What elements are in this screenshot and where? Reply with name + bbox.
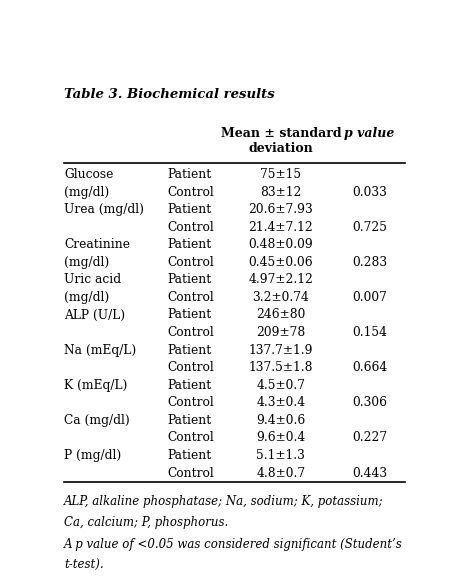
Text: Control: Control [167,185,214,198]
Text: 0.227: 0.227 [352,432,387,445]
Text: 0.725: 0.725 [352,221,387,233]
Text: 0.664: 0.664 [352,361,387,374]
Text: Control: Control [167,221,214,233]
Text: 137.5±1.8: 137.5±1.8 [249,361,313,374]
Text: 0.306: 0.306 [352,396,387,409]
Text: 21.4±7.12: 21.4±7.12 [249,221,313,233]
Text: Patient: Patient [167,308,212,322]
Text: Patient: Patient [167,414,212,427]
Text: 0.154: 0.154 [352,326,387,339]
Text: 9.6±0.4: 9.6±0.4 [256,432,305,445]
Text: Na (mEq/L): Na (mEq/L) [64,343,136,357]
Text: 137.7±1.9: 137.7±1.9 [249,343,313,357]
Text: 9.4±0.6: 9.4±0.6 [256,414,305,427]
Text: Control: Control [167,256,214,269]
Text: Control: Control [167,396,214,409]
Text: Uric acid: Uric acid [64,273,121,286]
Text: Control: Control [167,361,214,374]
Text: 4.97±2.12: 4.97±2.12 [248,273,313,286]
Text: ALP (U/L): ALP (U/L) [64,308,125,322]
Text: Mean ± standard
deviation: Mean ± standard deviation [221,126,341,154]
Text: K (mEq/L): K (mEq/L) [64,378,128,392]
Text: Control: Control [167,291,214,304]
Text: Patient: Patient [167,238,212,251]
Text: ALP, alkaline phosphatase; Na, sodium; K, potassium;: ALP, alkaline phosphatase; Na, sodium; K… [64,494,384,508]
Text: A p value of <0.05 was considered significant (Student’s: A p value of <0.05 was considered signif… [64,538,403,550]
Text: 246±80: 246±80 [256,308,305,322]
Text: 0.007: 0.007 [352,291,387,304]
Text: Patient: Patient [167,449,212,462]
Text: (mg/dl): (mg/dl) [64,185,109,198]
Text: Patient: Patient [167,378,212,392]
Text: 75±15: 75±15 [260,168,301,181]
Text: 3.2±0.74: 3.2±0.74 [252,291,309,304]
Text: 0.45±0.06: 0.45±0.06 [249,256,313,269]
Text: 0.033: 0.033 [352,185,387,198]
Text: Patient: Patient [167,168,212,181]
Text: Control: Control [167,326,214,339]
Text: 5.1±1.3: 5.1±1.3 [256,449,305,462]
Text: 83±12: 83±12 [260,185,301,198]
Text: 0.283: 0.283 [352,256,387,269]
Text: 0.48±0.09: 0.48±0.09 [249,238,313,251]
Text: 0.443: 0.443 [352,467,387,480]
Text: Patient: Patient [167,343,212,357]
Text: t-test).: t-test). [64,559,104,572]
Text: Urea (mg/dl): Urea (mg/dl) [64,203,144,216]
Text: 209±78: 209±78 [256,326,305,339]
Text: Table 3. Biochemical results: Table 3. Biochemical results [64,88,275,101]
Text: 4.5±0.7: 4.5±0.7 [256,378,305,392]
Text: Patient: Patient [167,203,212,216]
Text: Creatinine: Creatinine [64,238,131,251]
Text: Ca, calcium; P, phosphorus.: Ca, calcium; P, phosphorus. [64,516,229,529]
Text: (mg/dl): (mg/dl) [64,256,109,269]
Text: (mg/dl): (mg/dl) [64,291,109,304]
Text: P (mg/dl): P (mg/dl) [64,449,122,462]
Text: Control: Control [167,432,214,445]
Text: 4.3±0.4: 4.3±0.4 [256,396,305,409]
Text: 20.6±7.93: 20.6±7.93 [249,203,313,216]
Text: Ca (mg/dl): Ca (mg/dl) [64,414,130,427]
Text: p value: p value [344,126,395,139]
Text: Control: Control [167,467,214,480]
Text: 4.8±0.7: 4.8±0.7 [256,467,305,480]
Text: Patient: Patient [167,273,212,286]
Text: Glucose: Glucose [64,168,114,181]
